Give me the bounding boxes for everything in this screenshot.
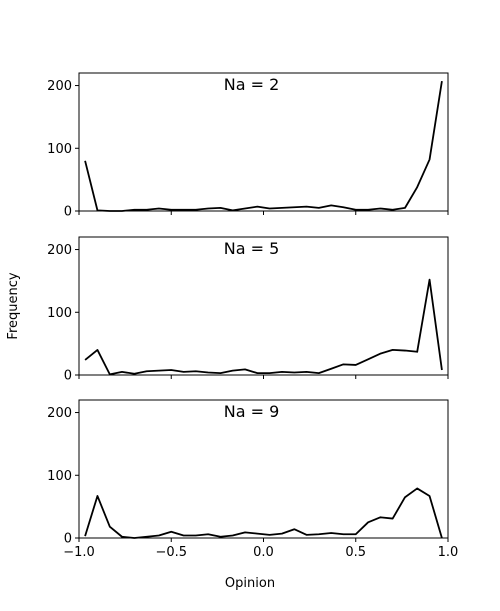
y-axis-label: Frequency	[6, 272, 21, 339]
x-tick-label: 0.0	[253, 545, 274, 560]
x-tick-label: −1.0	[63, 545, 95, 560]
y-tick-label: 100	[47, 306, 72, 321]
y-tick-label: 100	[47, 469, 72, 484]
subplot-title: Na = 2	[224, 75, 280, 94]
y-tick-label: 0	[64, 369, 72, 384]
axes-frame	[78, 399, 449, 539]
subplot-title: Na = 5	[224, 239, 280, 258]
data-line	[84, 278, 443, 376]
subplot-title: Na = 9	[224, 402, 280, 421]
y-tick-label: 0	[64, 205, 72, 220]
y-tick-label: 200	[47, 243, 72, 258]
axes-frame	[78, 72, 449, 212]
data-line	[84, 487, 443, 539]
x-axis-label: Opinion	[225, 576, 275, 591]
y-tick-label: 100	[47, 142, 72, 157]
y-tick-label: 200	[47, 79, 72, 94]
x-tick-label: 1.0	[438, 545, 459, 560]
x-tick-label: 0.5	[345, 545, 366, 560]
x-tick-label: −0.5	[155, 545, 187, 560]
y-tick-label: 0	[64, 532, 72, 547]
data-line	[84, 81, 443, 212]
y-tick-label: 200	[47, 406, 72, 421]
axes-frame	[78, 236, 449, 376]
